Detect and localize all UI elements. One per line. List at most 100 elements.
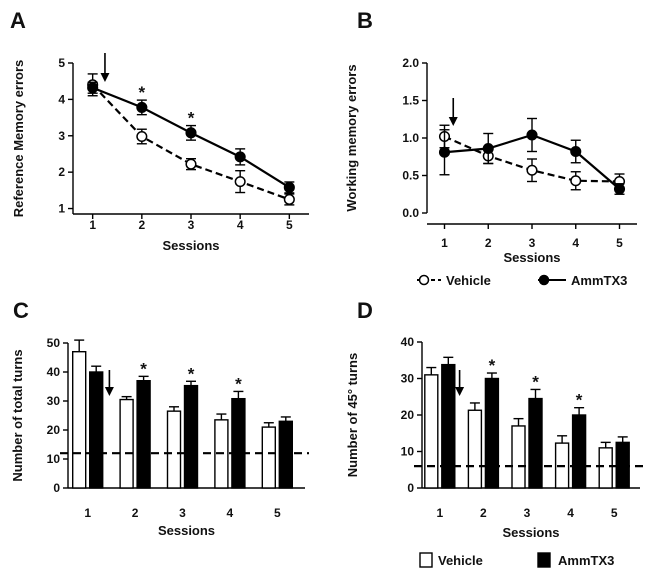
panel-a-series-ammtx3	[87, 81, 295, 194]
panel-a-y-label: Reference Memory errors	[11, 60, 26, 218]
panel-c-y-label: Number of total turns	[10, 349, 25, 481]
panel-d-x-tick-label: 4	[567, 506, 574, 520]
panel-d-series-ammtx3-bar	[528, 397, 543, 489]
panel-c-arrow-head	[104, 387, 114, 396]
panel-a-series-vehicle-line	[91, 84, 290, 201]
panel-d-significance-star: *	[489, 356, 496, 375]
panel-d-arrow	[455, 370, 465, 396]
panel-d-x-tick-label: 5	[611, 506, 618, 520]
panel-d-x-tick-label: 2	[480, 506, 487, 520]
panel-a-arrow-head	[100, 73, 110, 82]
panel-b-series-vehicle-point	[526, 164, 538, 176]
panel-b-legend-ammtx3-marker	[538, 274, 550, 286]
panel-c-y-tick-label: 10	[47, 452, 61, 466]
panel-a-y-tick-label: 2	[58, 165, 65, 179]
panel-b-arrow-head	[448, 117, 458, 126]
panel-a-y-tick-label: 3	[58, 129, 65, 143]
panel-c-series-vehicle-bar	[166, 410, 182, 489]
panel-c-significance-star: *	[188, 364, 195, 383]
panel-a-series-ammtx3-point	[234, 151, 246, 163]
panel-a-series-vehicle-point	[234, 176, 246, 188]
panel-d-y-label: Number of 45° turns	[345, 353, 360, 477]
panel-a-series-vehicle-point	[185, 158, 197, 170]
panel-b-arrow	[448, 98, 458, 126]
panel-a-x-tick-label: 1	[89, 218, 96, 232]
panel-c-series-ammtx3-bar	[136, 380, 151, 489]
panel-d-x-tick-label: 3	[524, 506, 531, 520]
panel-d-legend-vehicle-label: Vehicle	[438, 553, 483, 568]
panel-d-x-label: Sessions	[502, 525, 559, 540]
panel-c-series-ammtx3-bar	[88, 371, 104, 489]
panel-b-x-tick-label: 4	[572, 236, 579, 250]
panel-a-x-tick-label: 2	[138, 218, 145, 232]
panel-b-series-ammtx3-point	[438, 146, 451, 158]
panel-d-series-ammtx3-bar	[441, 363, 456, 489]
panel-d-series-ammtx3-bar	[571, 414, 587, 489]
panel-d-significance-star: *	[532, 372, 539, 391]
panel-c-significance-star: *	[235, 374, 242, 393]
panel-b-y-tick-label: 2.0	[402, 56, 419, 70]
panel-d-significance-star: *	[576, 391, 583, 410]
panel-a-series-ammtx3-point	[283, 181, 295, 193]
panel-c-x-tick-label: 1	[84, 506, 91, 520]
panel-a-series-vehicle-point	[136, 130, 148, 143]
panel-c-series-ammtx3-bar	[231, 397, 246, 489]
panel-d-arrow-head	[455, 387, 465, 396]
panel-c-x-tick-label: 3	[179, 506, 186, 520]
panel-c-y-tick-label: 40	[47, 365, 61, 379]
panel-d-series-ammtx3-bar	[484, 377, 500, 489]
panel-c-series-vehicle-bar	[261, 426, 276, 489]
panel-d-x-tick-label: 1	[436, 506, 443, 520]
panel-b-x-tick-label: 3	[529, 236, 536, 250]
panel-d-letter: D	[357, 298, 373, 323]
panel-c-series-ammtx3-bar	[183, 384, 199, 489]
panel-b-letter: B	[357, 8, 373, 33]
panel-d-legend-vehicle-swatch	[419, 552, 433, 568]
panel-b-y-tick-label: 1.5	[402, 94, 419, 108]
panel-b-series-ammtx3-point	[482, 142, 494, 155]
panel-c-x-tick-label: 5	[274, 506, 281, 520]
panel-b-series-ammtx3-point	[526, 129, 538, 141]
panel-c-significance-star: *	[140, 359, 147, 378]
panel-a-y-tick-label: 5	[58, 56, 65, 70]
panel-a-significance-star: *	[139, 83, 146, 102]
panel-a-series-ammtx3-point	[185, 127, 197, 139]
panel-d-y-tick-label: 10	[401, 445, 415, 459]
panel-d-series-vehicle-bar	[424, 374, 439, 489]
panel-b-x-tick-label: 1	[441, 236, 448, 250]
panel-b-legend-vehicle-marker	[418, 274, 430, 286]
panel-b-series-ammtx3-point	[570, 145, 582, 158]
panel-a-series-vehicle-point	[283, 193, 295, 205]
panel-c-x-label: Sessions	[158, 523, 215, 538]
panel-a-x-tick-label: 3	[188, 218, 195, 232]
panel-a: A 1 2 3 4 5 Reference Memory errors Sessions 1 2 3…	[10, 8, 309, 253]
panel-b-x-tick-label: 2	[485, 236, 492, 250]
panel-a-arrow	[100, 53, 110, 82]
panel-c-x-tick-label: 4	[227, 506, 234, 520]
panel-b-series-vehicle-point	[570, 175, 582, 187]
panel-d-y-tick-label: 30	[401, 372, 415, 386]
panel-c-series-vehicle-bar	[71, 351, 87, 489]
panel-d-legend-ammtx3-label: AmmTX3	[558, 553, 614, 568]
panel-a-series-ammtx3-point	[87, 82, 99, 94]
panel-c-letter: C	[13, 298, 29, 323]
panel-d-y-tick-label: 40	[401, 335, 415, 349]
panel-c-y-tick-label: 0	[53, 481, 60, 495]
panel-a-x-label: Sessions	[162, 238, 219, 253]
panel-c-y-tick-label: 30	[47, 394, 61, 408]
panel-d-series-vehicle-bar	[467, 409, 483, 489]
panel-b-y-tick-label: 0.5	[402, 169, 419, 183]
panel-b-legend-vehicle-label: Vehicle	[446, 273, 491, 288]
panel-b-x-label: Sessions	[503, 250, 560, 265]
panel-d: D 0 10 20 30 40 Number of 45° turns Sessions 1 2 3…	[345, 298, 644, 568]
panel-a-y-tick-label: 1	[58, 202, 65, 216]
panel-b-legend-ammtx3-label: AmmTX3	[571, 273, 627, 288]
panel-d-y-tick-label: 0	[407, 481, 414, 495]
panel-c-arrow	[104, 370, 114, 396]
panel-a-x-tick-label: 4	[237, 218, 244, 232]
panel-d-series-vehicle	[424, 366, 613, 489]
panel-d-legend: Vehicle AmmTX3	[419, 552, 614, 568]
panel-d-series-vehicle-bar	[511, 425, 526, 489]
